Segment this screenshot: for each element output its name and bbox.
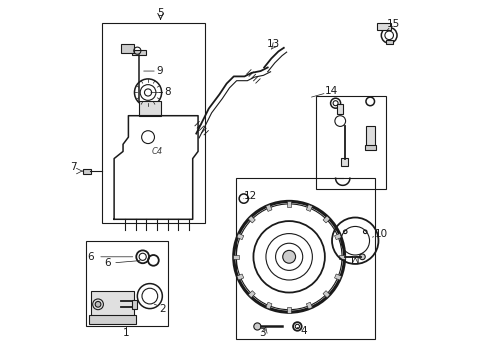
Bar [139, 102, 160, 116]
Bar [340, 158, 347, 166]
Text: 5: 5 [157, 8, 163, 18]
Text: 9: 9 [156, 66, 163, 76]
Bar [323, 216, 329, 223]
Bar [121, 44, 134, 53]
Bar [364, 145, 376, 150]
Bar [365, 126, 374, 148]
Circle shape [253, 323, 261, 330]
Text: C4: C4 [151, 147, 163, 156]
Bar [334, 234, 341, 240]
Bar [265, 204, 271, 211]
Text: 6: 6 [87, 252, 94, 262]
Bar [376, 23, 390, 30]
Text: 12: 12 [244, 191, 257, 201]
Text: 8: 8 [164, 87, 171, 98]
Text: 11: 11 [348, 256, 361, 266]
Bar [236, 234, 244, 240]
Bar [91, 291, 134, 318]
Bar [323, 291, 329, 298]
Text: 10: 10 [374, 229, 386, 239]
Bar [334, 274, 341, 280]
Bar [265, 302, 271, 309]
Text: 4: 4 [300, 326, 306, 336]
Bar [132, 50, 146, 55]
Circle shape [359, 254, 365, 260]
Bar [385, 40, 393, 44]
Bar [85, 241, 167, 327]
Bar [305, 302, 312, 309]
Text: 3: 3 [259, 328, 265, 338]
Bar [286, 201, 291, 207]
Text: 2: 2 [160, 303, 166, 314]
Bar [286, 307, 291, 312]
Circle shape [95, 301, 101, 307]
Bar [235, 178, 374, 339]
Bar [305, 204, 312, 211]
Bar [248, 291, 255, 298]
Text: 7: 7 [70, 162, 77, 172]
Text: 15: 15 [386, 18, 400, 28]
Bar [89, 315, 135, 324]
Bar [315, 96, 385, 189]
Text: 6: 6 [104, 258, 111, 268]
Bar [339, 255, 344, 259]
Text: 14: 14 [324, 86, 337, 96]
Bar [83, 168, 91, 174]
Bar [102, 23, 205, 223]
Circle shape [282, 250, 295, 263]
Bar [336, 104, 343, 114]
Text: 1: 1 [122, 328, 129, 338]
Bar [233, 255, 239, 259]
Bar [236, 274, 244, 280]
Text: 13: 13 [266, 39, 280, 49]
Bar [248, 216, 255, 223]
Bar [132, 300, 137, 309]
